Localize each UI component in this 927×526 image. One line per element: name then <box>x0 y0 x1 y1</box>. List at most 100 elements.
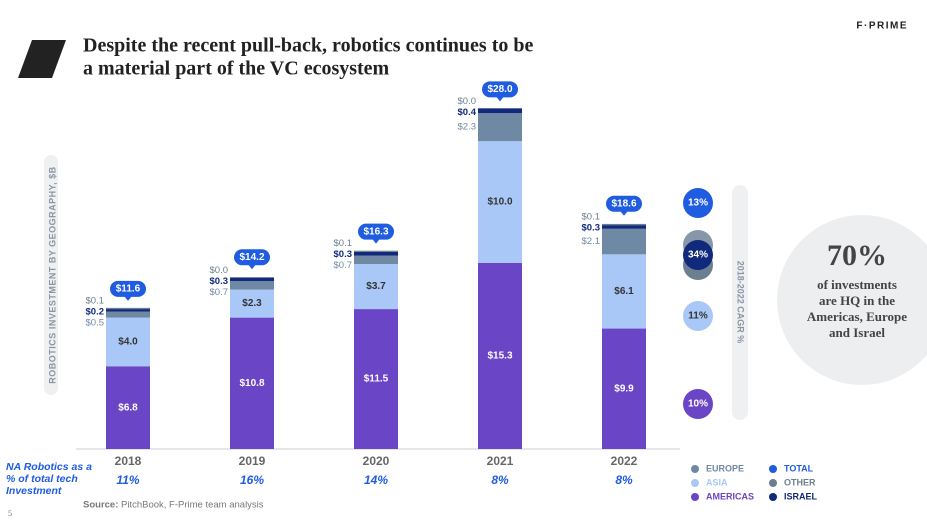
callout-text: of investments <box>817 277 897 292</box>
cagr-circle <box>683 240 713 270</box>
value-label: $2.3 <box>242 298 262 309</box>
logo: F·PRIME <box>856 21 908 32</box>
logo-mark <box>18 40 66 78</box>
bar-segment <box>106 309 150 312</box>
x-tick-label: 2018 <box>115 454 142 468</box>
total-label: $11.6 <box>116 284 141 295</box>
bar-segment <box>602 328 646 449</box>
bar-segment <box>354 264 398 310</box>
na-share-label: 16% <box>240 473 264 487</box>
callout-text: Americas, Europe <box>807 309 907 324</box>
cagr-circle <box>683 389 713 419</box>
total-pointer <box>124 295 132 301</box>
title-line: a material part of the VC ecosystem <box>83 58 390 80</box>
na-share-label: 14% <box>364 473 388 487</box>
legend-label: ASIA <box>706 477 728 487</box>
cagr-circle <box>683 301 713 331</box>
bar-segment <box>106 311 150 318</box>
bar-segment <box>230 317 274 449</box>
x-tick-label: 2022 <box>611 454 638 468</box>
cagr-label: 10% <box>688 399 708 410</box>
x-tick-label: 2020 <box>363 454 390 468</box>
bar-segment <box>230 281 274 290</box>
value-label: $0.1 <box>334 238 353 249</box>
value-label: $0.7 <box>210 287 229 298</box>
total-label: $14.2 <box>239 252 264 263</box>
legend-swatch <box>691 479 699 487</box>
value-label: $9.9 <box>614 383 634 394</box>
value-label: $0.0 <box>458 96 477 107</box>
total-bubble <box>358 223 394 240</box>
value-label: $0.5 <box>86 317 105 328</box>
x-tick-label: 2019 <box>239 454 266 468</box>
bar-segment <box>478 108 522 114</box>
callout-text: and Israel <box>829 325 885 340</box>
bar-segment <box>478 141 522 263</box>
bar-segment <box>354 309 398 449</box>
bar-segment <box>354 255 398 265</box>
total-label: $16.3 <box>363 226 388 237</box>
value-label: $0.3 <box>210 276 229 287</box>
bar-segment <box>602 225 646 229</box>
value-label: $4.0 <box>118 337 138 348</box>
legend-label: TOTAL <box>784 463 814 473</box>
legend-label: EUROPE <box>706 463 744 473</box>
bar-segment <box>602 223 646 226</box>
legend-swatch <box>691 493 699 501</box>
total-label: $28.0 <box>487 84 512 95</box>
page-number: 5 <box>8 509 12 518</box>
legend-swatch <box>769 479 777 487</box>
legend-label: ISRAEL <box>784 491 818 501</box>
bar-segment <box>478 113 522 142</box>
bar-segment <box>230 289 274 318</box>
value-label: $10.8 <box>239 378 264 389</box>
bar-segment <box>230 277 274 282</box>
value-label: $2.3 <box>458 122 477 133</box>
value-label: $3.7 <box>366 281 386 292</box>
total-bubble <box>606 195 642 212</box>
bar-segment <box>478 262 522 449</box>
value-label: $0.1 <box>86 295 105 306</box>
total-bubble <box>110 280 146 297</box>
na-share-label: 8% <box>615 473 633 487</box>
bar-segment <box>602 254 646 329</box>
title-line: Despite the recent pull-back, robotics c… <box>83 35 533 57</box>
bar-segment <box>602 228 646 255</box>
value-label: $0.3 <box>582 222 601 233</box>
na-share-label: 11% <box>116 473 139 487</box>
y-axis-label: ROBOTICS INVESTMENT BY GEOGRAPHY, $B <box>47 166 57 383</box>
total-bubble <box>482 81 518 98</box>
cagr-circle <box>683 188 713 218</box>
cagr-label: 13% <box>688 198 708 209</box>
na-share-label: 8% <box>491 473 509 487</box>
callout-text: are HQ in the <box>819 293 895 308</box>
value-label: $2.1 <box>582 236 601 247</box>
bar-segment <box>354 250 398 252</box>
total-pointer <box>248 264 256 270</box>
value-label: $0.4 <box>458 107 477 118</box>
total-pointer <box>620 210 628 216</box>
value-label: $0.1 <box>582 211 601 222</box>
cagr-label: 34% <box>688 250 708 261</box>
value-label: $0.2 <box>86 306 105 317</box>
bar-segment <box>106 307 150 310</box>
source: PitchBook, F-Prime team analysis <box>121 500 264 511</box>
cagr-axis-label: 2018-2022 CAGR % <box>736 261 746 344</box>
value-label: $0.3 <box>334 249 353 260</box>
total-label: $18.6 <box>611 198 636 209</box>
value-label: $0.7 <box>334 260 353 271</box>
cagr-label-bg <box>732 185 748 420</box>
legend-label: OTHER <box>784 477 816 487</box>
x-tick-label: 2021 <box>487 454 514 468</box>
total-bubble <box>234 249 270 266</box>
value-label: $6.1 <box>614 286 634 297</box>
value-label: $0.0 <box>210 265 229 276</box>
legend-label: AMERICAS <box>706 491 754 501</box>
legend-swatch <box>691 465 699 473</box>
na-share-label: NA Robotics as a % of total tech Investm… <box>6 461 92 497</box>
cagr-label: 11% <box>688 311 708 322</box>
total-pointer <box>496 96 504 102</box>
bar-segment <box>106 366 150 449</box>
legend-swatch <box>769 465 777 473</box>
